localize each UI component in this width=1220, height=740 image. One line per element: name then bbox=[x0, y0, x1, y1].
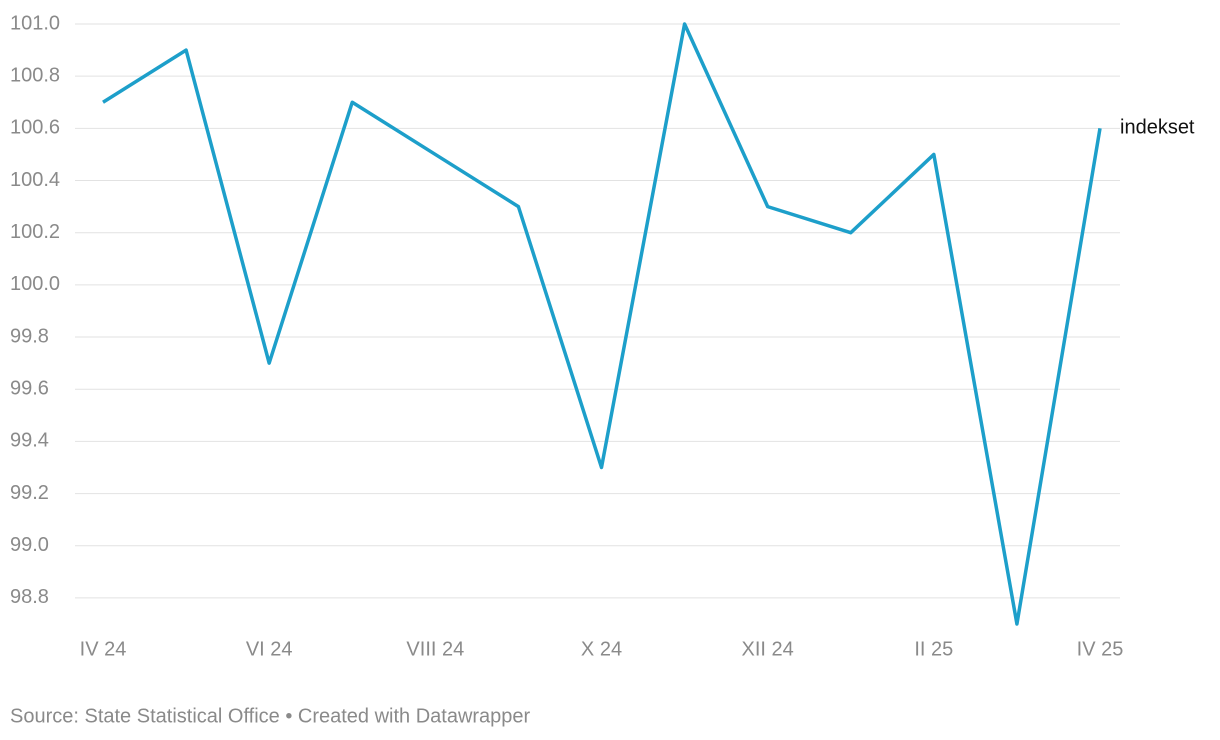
x-tick-label: XII 24 bbox=[742, 638, 794, 660]
source-note: Source: State Statistical Office • Creat… bbox=[10, 705, 531, 727]
x-tick-label: II 25 bbox=[914, 638, 953, 660]
y-tick-label: 100.2 bbox=[10, 221, 60, 243]
y-tick-label: 98.8 bbox=[10, 586, 49, 608]
y-tick-label: 99.2 bbox=[10, 482, 49, 504]
y-tick-label: 100.4 bbox=[10, 169, 60, 191]
y-tick-label: 101.0 bbox=[10, 12, 60, 34]
x-tick-label: IV 25 bbox=[1077, 638, 1124, 660]
series-line bbox=[102, 22, 1102, 626]
y-tick-label: 99.0 bbox=[10, 534, 49, 556]
x-tick-label: X 24 bbox=[581, 638, 622, 660]
y-tick-label: 99.4 bbox=[10, 430, 49, 452]
y-tick-label: 99.6 bbox=[10, 377, 49, 399]
y-tick-label: 100.0 bbox=[10, 273, 60, 295]
x-tick-label: IV 24 bbox=[80, 638, 127, 660]
y-tick-label: 100.8 bbox=[10, 64, 60, 86]
series-label: indekset bbox=[1120, 117, 1195, 139]
x-tick-label: VI 24 bbox=[246, 638, 293, 660]
y-tick-label: 99.8 bbox=[10, 325, 49, 347]
y-tick-label: 100.6 bbox=[10, 117, 60, 139]
x-tick-label: VIII 24 bbox=[406, 638, 464, 660]
